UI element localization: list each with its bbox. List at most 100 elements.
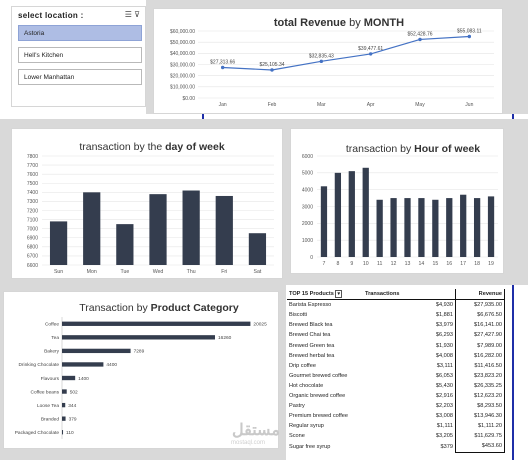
bar[interactable] bbox=[418, 198, 425, 257]
y-tick-label: 7600 bbox=[27, 172, 38, 178]
data-point[interactable] bbox=[220, 65, 225, 70]
hour-chart: transaction by Hour of week 0 1000 2000 300… bbox=[302, 143, 498, 267]
table-row[interactable]: Organic brewed coffee $2,916 $12,623.20 bbox=[287, 390, 505, 402]
table-row[interactable]: Brewed herbal tea $4,008 $16,282.00 bbox=[287, 350, 505, 361]
data-point[interactable] bbox=[270, 68, 274, 72]
column-header-transactions[interactable]: Transactions bbox=[363, 289, 456, 301]
bar[interactable] bbox=[473, 198, 481, 257]
data-label: 20025 bbox=[253, 322, 267, 328]
data-label: $25,105.34 bbox=[259, 62, 284, 68]
transactions-cell: $379 bbox=[440, 443, 453, 450]
table-row[interactable]: Premium brewed coffee $3,008 $13,946.30 bbox=[287, 411, 505, 422]
filter-dropdown-icon[interactable]: ▾ bbox=[335, 290, 342, 299]
table-row[interactable]: Pastry $2,203 $8,293.50 bbox=[287, 401, 505, 412]
y-tick-label: 0 bbox=[310, 255, 313, 261]
bar[interactable] bbox=[487, 196, 495, 257]
transactions-cell: $6,053 bbox=[435, 372, 453, 379]
bar[interactable] bbox=[376, 199, 383, 257]
slicer-item-astoria[interactable]: Astoria bbox=[18, 25, 142, 41]
multi-select-icon[interactable]: ☰ bbox=[124, 10, 132, 19]
table-row[interactable]: Regular syrup $1,111 $1,111.20 bbox=[287, 421, 505, 432]
bar[interactable] bbox=[404, 198, 411, 257]
table-row[interactable]: Brewed Black tea $3,979 $16,141.00 bbox=[287, 320, 505, 331]
data-point[interactable] bbox=[467, 34, 472, 39]
table-row[interactable]: Biscotti $1,881 $6,676.50 bbox=[287, 310, 505, 321]
bar[interactable] bbox=[62, 348, 131, 354]
y-tick-label: Bakery bbox=[44, 349, 60, 355]
bar[interactable] bbox=[83, 192, 101, 265]
table-row[interactable]: Hot chocolate $5,430 $26,335.25 bbox=[287, 380, 505, 391]
transactions-cell: $6,293 bbox=[435, 332, 453, 339]
bar[interactable] bbox=[62, 375, 76, 381]
x-tick-label: Mon bbox=[87, 269, 97, 275]
bar[interactable] bbox=[362, 167, 369, 257]
y-tick-label: Packaged Chocolate bbox=[15, 430, 60, 436]
column-header-product[interactable]: TOP 15 Products ▾ bbox=[287, 289, 363, 301]
y-tick-label: Loose Tea bbox=[37, 403, 59, 409]
bar[interactable] bbox=[320, 186, 328, 257]
table-row[interactable]: Sugar free syrup $379 $453.60 bbox=[287, 441, 505, 453]
bar[interactable] bbox=[62, 416, 66, 421]
product-cell: Regular syrup bbox=[289, 423, 324, 430]
revenue-line bbox=[222, 35, 470, 71]
table-row[interactable]: Brewed Chai tea $6,293 $27,427.90 bbox=[287, 330, 505, 341]
x-tick-label: Tue bbox=[120, 269, 129, 275]
bar[interactable] bbox=[460, 194, 467, 257]
bar[interactable] bbox=[182, 190, 200, 265]
bar[interactable] bbox=[248, 233, 267, 265]
data-label: $52,428.76 bbox=[407, 31, 432, 37]
location-slicer: select location : ☰ ⊽ Astoria Hell's Kit… bbox=[11, 6, 146, 107]
y-tick-label: 7200 bbox=[27, 208, 38, 214]
bar[interactable] bbox=[49, 221, 68, 265]
bar[interactable] bbox=[446, 198, 453, 257]
bar[interactable] bbox=[348, 171, 355, 257]
watermark-logo: مستقل bbox=[232, 422, 280, 439]
plot-area: Coffee 20025 Tea 16260 Bakery 7289 Drinking Ch… bbox=[15, 317, 267, 439]
column-header-revenue[interactable]: Revenue bbox=[455, 289, 505, 301]
table-row[interactable]: Brewed Green tea $1,930 $7,989.00 bbox=[287, 340, 505, 351]
bar[interactable] bbox=[116, 224, 134, 265]
bar[interactable] bbox=[334, 172, 342, 257]
y-tick-label: 6600 bbox=[27, 263, 38, 269]
bar[interactable] bbox=[62, 321, 251, 326]
product-cell: Scone bbox=[289, 433, 305, 440]
table-row[interactable]: Drip coffee $3,111 $11,416.50 bbox=[287, 360, 505, 371]
x-tick-label: Apr bbox=[367, 102, 375, 108]
bar[interactable] bbox=[62, 402, 66, 408]
table-row[interactable]: Barista Espresso $4,930 $27,935.00 bbox=[287, 299, 505, 311]
bar[interactable] bbox=[215, 195, 233, 265]
bar[interactable] bbox=[62, 430, 64, 435]
bar[interactable] bbox=[62, 389, 67, 394]
slicer-item-lower-manhattan[interactable]: Lower Manhattan bbox=[18, 69, 142, 85]
table-row[interactable]: Scone $3,205 $11,629.75 bbox=[287, 431, 505, 442]
data-label: $32,835.43 bbox=[309, 53, 334, 59]
data-point[interactable] bbox=[418, 37, 422, 42]
bar[interactable] bbox=[62, 335, 215, 340]
transactions-cell: $3,979 bbox=[435, 322, 453, 329]
x-tick-label: Feb bbox=[268, 102, 277, 108]
x-tick-label: 17 bbox=[460, 261, 466, 267]
x-tick-label: Mar bbox=[317, 102, 326, 108]
product-cell: Brewed Black tea bbox=[289, 322, 333, 329]
clear-filter-icon[interactable]: ⊽ bbox=[134, 10, 140, 19]
plot-area: $0.00 $10,000.00 $20,000.00 $30,000.00 $40,0… bbox=[170, 28, 494, 108]
data-point[interactable] bbox=[368, 52, 373, 56]
table-row[interactable]: Gourmet brewed coffee $6,053 $23,823.20 bbox=[287, 370, 505, 381]
y-tick-label: 1000 bbox=[302, 238, 313, 244]
y-tick-label: 7800 bbox=[27, 154, 38, 160]
bar[interactable] bbox=[149, 194, 167, 265]
transactions-cell: $4,930 bbox=[435, 302, 453, 309]
bar[interactable] bbox=[432, 199, 439, 257]
revenue-cell: $23,823.20 bbox=[455, 370, 505, 381]
bar[interactable] bbox=[390, 198, 397, 257]
x-tick-label: Fri bbox=[221, 269, 227, 275]
data-label: 1400 bbox=[78, 376, 89, 382]
y-tick-label: Coffee bbox=[45, 322, 59, 328]
y-tick-label: $10,000.00 bbox=[170, 85, 195, 91]
slicer-item-hells-kitchen[interactable]: Hell's Kitchen bbox=[18, 47, 142, 63]
x-tick-label: Jun bbox=[465, 102, 473, 108]
bar[interactable] bbox=[62, 362, 104, 367]
transactions-cell: $3,111 bbox=[436, 362, 453, 369]
y-tick-label: Coffee beans bbox=[31, 389, 60, 395]
data-point[interactable] bbox=[319, 59, 324, 64]
